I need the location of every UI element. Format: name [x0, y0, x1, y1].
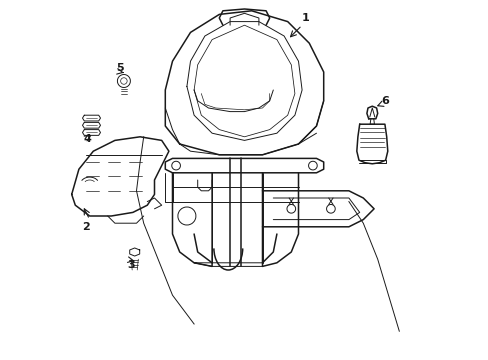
Text: 4: 4 — [84, 134, 92, 144]
Text: 5: 5 — [116, 63, 124, 73]
Text: 1: 1 — [301, 13, 309, 23]
Text: 2: 2 — [82, 222, 90, 232]
Text: 3: 3 — [127, 260, 135, 270]
Text: 6: 6 — [380, 96, 388, 106]
